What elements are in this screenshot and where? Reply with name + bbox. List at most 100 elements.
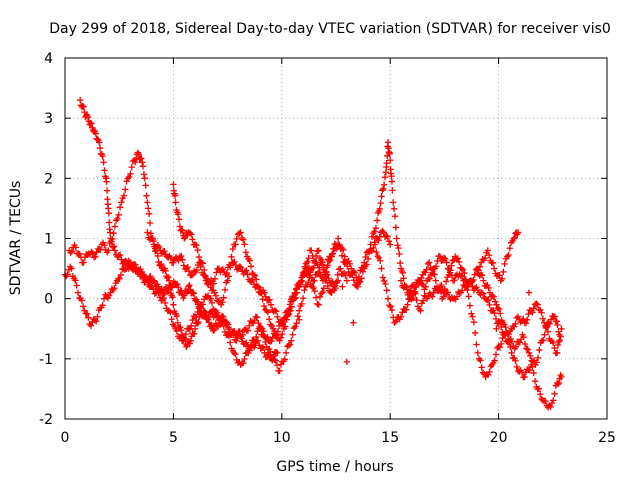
data-point-track-h [403, 284, 410, 291]
data-point-track-b [162, 267, 169, 275]
data-point-track-c [155, 289, 162, 296]
data-point-track-g [507, 343, 514, 351]
data-point-track-e [320, 285, 328, 292]
data-point-track-h [522, 320, 530, 327]
data-point-track-b [214, 323, 222, 331]
data-point-track-d [317, 272, 324, 280]
data-point-track-e [193, 241, 200, 249]
data-point-track-c [122, 265, 130, 273]
data-point-track-e [312, 294, 320, 301]
data-point-outliers [343, 358, 351, 366]
data-point-track-i [536, 346, 543, 354]
data-point-track-c [224, 331, 231, 338]
data-point-track-b [114, 215, 121, 223]
data-point-track-g [403, 306, 410, 313]
data-point-track-e [290, 295, 298, 303]
data-point-track-i [478, 272, 486, 279]
data-point-track-h [551, 344, 558, 352]
data-point-track-a [261, 349, 268, 357]
data-point-track-h [435, 287, 442, 294]
data-point-track-g [377, 257, 384, 264]
data-point-track-a [76, 96, 84, 104]
data-point-track-f [380, 185, 387, 193]
data-point-track-h [525, 310, 532, 318]
data-point-track-h [556, 337, 563, 344]
data-point-track-i [480, 277, 487, 284]
data-point-track-g [512, 357, 519, 364]
data-point-track-c [267, 348, 274, 355]
data-point-track-c [385, 237, 393, 245]
data-point-track-f [383, 160, 390, 167]
data-point-track-b [238, 335, 245, 342]
data-point-track-e [195, 253, 203, 261]
data-point-track-a [164, 288, 171, 296]
data-point-track-b [110, 230, 117, 237]
data-point-track-f [379, 187, 386, 194]
data-point-track-e [175, 216, 183, 223]
data-point-track-e [212, 292, 220, 299]
y-tick-label: 0 [44, 292, 53, 308]
data-point-track-e [318, 290, 325, 297]
data-point-track-f [390, 199, 397, 206]
data-point-track-h [491, 310, 498, 317]
data-point-track-d [188, 272, 195, 279]
data-point-track-g [408, 295, 415, 303]
data-point-track-c [148, 282, 156, 290]
data-point-track-f [350, 268, 357, 276]
data-point-track-c [91, 316, 99, 324]
data-point-track-f [380, 181, 388, 188]
data-point-track-a [259, 344, 267, 351]
data-point-track-c [225, 332, 233, 340]
data-point-track-e [302, 265, 309, 272]
y-tick-label: 1 [44, 232, 53, 248]
data-point-track-c [87, 322, 95, 329]
data-point-track-e [189, 236, 196, 243]
data-point-track-c [282, 349, 290, 357]
data-point-track-b [201, 308, 208, 315]
data-point-track-g [530, 369, 537, 377]
data-point-track-b [268, 338, 275, 345]
data-point-track-g [547, 403, 554, 411]
data-point-track-b [128, 163, 135, 171]
data-point-track-b [169, 294, 176, 301]
data-point-track-e [254, 283, 261, 290]
data-point-track-h [512, 320, 519, 327]
data-point-track-i [493, 301, 500, 308]
data-point-track-b [132, 158, 139, 166]
data-point-track-b [311, 277, 318, 284]
x-tick-label: 0 [61, 430, 70, 446]
data-point-track-f [354, 277, 361, 284]
data-point-track-c [251, 338, 259, 345]
data-point-track-c [207, 295, 214, 302]
data-point-track-g [508, 349, 515, 357]
data-point-track-e [259, 296, 266, 303]
data-point-track-a [106, 219, 113, 226]
data-point-track-c [295, 307, 303, 314]
data-point-track-h [468, 279, 475, 286]
data-point-track-i [556, 331, 563, 338]
data-point-track-g [521, 373, 528, 381]
data-point-track-g [392, 318, 400, 325]
data-point-track-f [449, 257, 456, 265]
data-point-track-g [451, 276, 458, 284]
data-point-track-i [541, 331, 548, 338]
data-point-track-a [181, 292, 188, 299]
data-point-track-b [111, 223, 119, 230]
data-point-track-c [383, 232, 390, 240]
data-point-track-f [489, 259, 497, 267]
data-point-track-c [232, 351, 239, 358]
data-point-track-e [211, 289, 218, 296]
data-point-track-a [186, 282, 193, 289]
data-point-track-h [555, 338, 563, 345]
data-point-track-b [143, 192, 150, 199]
data-point-track-i [485, 284, 492, 292]
data-point-track-h [458, 287, 466, 294]
data-point-track-c [219, 318, 226, 326]
data-point-track-a [96, 139, 103, 146]
data-point-track-g [445, 265, 453, 273]
data-point-track-e [181, 235, 188, 242]
data-point-track-i [512, 343, 520, 350]
data-point-track-c [143, 276, 151, 283]
data-point-track-e [297, 281, 304, 288]
data-point-track-c [256, 325, 264, 332]
